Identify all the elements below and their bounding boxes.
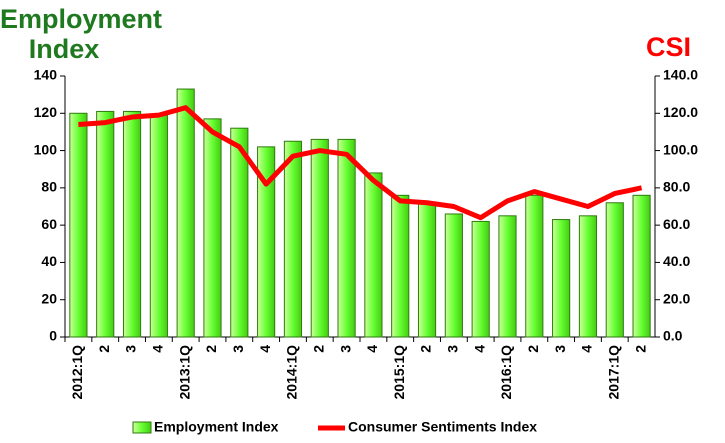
y-tick-label: 40 [41,253,57,269]
bar [552,219,571,338]
bar [69,112,88,338]
x-tick-label: 3 [230,345,246,353]
x-tick-label: 2 [310,345,326,353]
legend-label: Consumer Sentiments Index [348,419,537,435]
y-tick-label: 20 [41,290,57,306]
x-tick-label: 4 [579,345,595,353]
bar [632,194,651,338]
bar [337,138,356,338]
y2-tick-label: 40.0 [663,253,690,269]
x-tick-label: 3 [123,345,139,353]
y2-tick-label: 20.0 [663,290,690,306]
legend-swatch [132,421,152,434]
x-tick-label: 2 [525,345,541,353]
x-tick-label: 4 [364,345,380,353]
line [78,105,643,221]
x-tick-label: 2016:1Q [498,345,514,400]
x-tick-label: 4 [471,345,487,353]
x-tick-label: 2014:1Q [284,345,300,400]
bar [391,194,410,338]
x-tick-label: 2017:1Q [605,345,621,400]
x-tick-label: 2 [96,345,112,353]
y2-tick-label: 120.0 [663,104,698,120]
x-tick-label: 3 [552,345,568,353]
bar [149,114,168,338]
y-axis-title: Employment Index [0,4,163,64]
bar [257,146,276,338]
x-tick-label: 2015:1Q [391,345,407,400]
bar [364,172,383,338]
bar [176,88,195,338]
legend-label: Employment Index [154,419,279,435]
y2-tick-label: 140.0 [663,67,698,83]
x-tick-label: 2013:1Q [176,345,192,400]
bar [578,215,598,338]
bar [605,202,624,338]
y2-tick-label: 80.0 [663,179,690,195]
bar [230,127,249,338]
bar [498,215,517,338]
y-tick-label: 60 [41,216,57,232]
x-tick-label: 2012:1Q [69,345,85,400]
x-tick-label: 4 [257,345,273,353]
x-tick-label: 2 [632,345,648,353]
bar [96,110,115,338]
y-tick-label: 120 [34,104,58,120]
x-tick-label: 3 [445,345,461,353]
x-tick-label: 4 [150,345,166,353]
bar [122,110,142,338]
bar [310,138,329,338]
x-tick-label: 2 [418,345,434,353]
y-tick-label: 100 [34,141,58,157]
bar [417,202,437,338]
bar [203,118,222,338]
bar [525,194,544,338]
x-tick-label: 2 [203,345,219,353]
y2-tick-label: 0.0 [663,328,683,344]
x-tick-label: 3 [337,345,353,353]
bar [471,220,490,338]
y2-axis-title: CSI [645,32,691,62]
bar [444,213,463,338]
bar [283,140,303,338]
y2-tick-label: 100.0 [663,141,698,157]
y-tick-label: 0 [49,328,57,344]
y-tick-label: 80 [41,179,57,195]
y2-tick-label: 60.0 [663,216,690,232]
y-tick-label: 140 [34,67,58,83]
